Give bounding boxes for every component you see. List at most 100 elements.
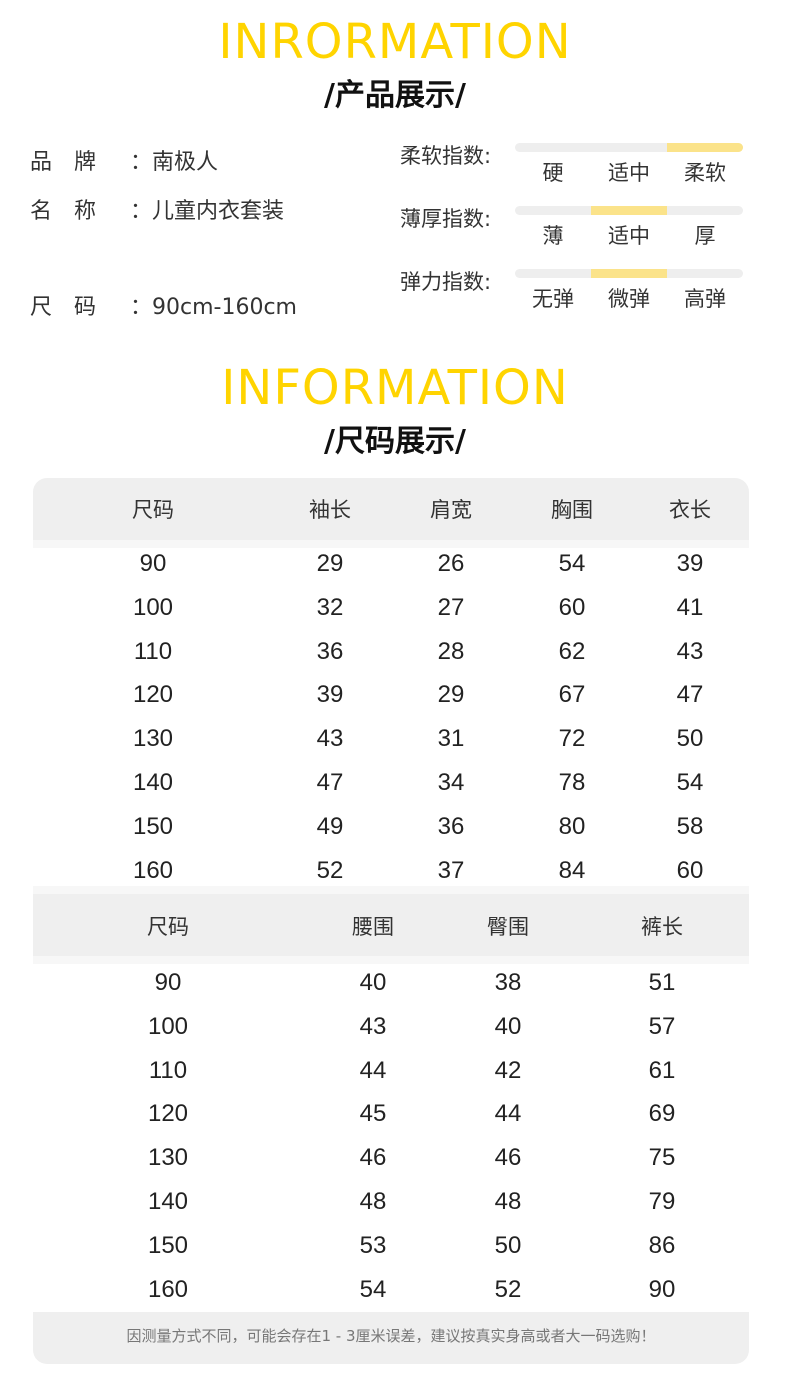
index-bar-segment	[667, 206, 743, 215]
table-cell: 43	[359, 1012, 387, 1040]
table-cell: 50	[676, 725, 704, 753]
table-cell: 36	[316, 637, 344, 665]
index-label: 柔软指数:	[400, 144, 492, 168]
index-label: 弹力指数:	[400, 270, 492, 294]
table-cell: 27	[437, 593, 465, 621]
column-header: 胸围	[551, 498, 593, 522]
table-cell: 100	[132, 593, 174, 621]
table-cell: 54	[676, 769, 704, 796]
index-option: 高弹	[684, 287, 726, 311]
table-cell: 60	[558, 593, 586, 621]
section-subtitle-product: /产品展示/	[324, 78, 466, 113]
footer-note: 因测量方式不同，可能会存在1 - 3厘米误差，建议按真实身高或者大一码选购！	[33, 1312, 749, 1364]
table-cell: 53	[359, 1231, 387, 1259]
table-cell: 29	[437, 681, 465, 709]
section-title-size: INFORMATION	[221, 360, 569, 416]
table-cell: 52	[316, 856, 344, 884]
index-option: 硬	[542, 161, 564, 185]
table-cell: 34	[437, 769, 465, 796]
divider	[33, 540, 749, 548]
table-cell: 36	[437, 812, 465, 840]
table-cell: 51	[648, 969, 676, 996]
section-subtitle-size: /尺码展示/	[324, 424, 466, 459]
index-bar-segment	[515, 143, 591, 152]
table-cell: 84	[558, 856, 586, 884]
table-cell: 52	[494, 1275, 522, 1303]
table-cell: 26	[437, 550, 465, 577]
divider	[33, 956, 749, 964]
table-cell: 100	[147, 1012, 189, 1040]
table-cell: 46	[494, 1144, 522, 1172]
column-header: 腰围	[352, 915, 394, 939]
table-cell: 47	[316, 769, 344, 796]
table-cell: 67	[558, 681, 586, 709]
table-cell: 160	[147, 1275, 189, 1303]
index-option: 柔软	[684, 161, 726, 185]
index-option: 适中	[608, 161, 650, 185]
table-cell: 110	[133, 637, 173, 665]
index-bar-segment	[591, 206, 667, 215]
index-bar	[515, 269, 743, 278]
table-cell: 37	[437, 856, 465, 884]
table-cell: 48	[359, 1188, 387, 1215]
column-header: 衣长	[669, 498, 711, 522]
index-bar-segment	[667, 269, 743, 278]
table-cell: 29	[316, 550, 344, 577]
table-cell: 40	[359, 969, 387, 996]
table-cell: 86	[648, 1231, 676, 1259]
table-cell: 90	[139, 550, 167, 577]
table-cell: 54	[359, 1275, 387, 1303]
table-cell: 61	[648, 1056, 676, 1084]
index-option: 微弹	[608, 287, 650, 311]
table-cell: 150	[132, 812, 174, 840]
index-bar	[515, 143, 743, 152]
table-cell: 90	[154, 969, 182, 996]
table-cell: 41	[676, 593, 704, 621]
column-header: 袖长	[309, 498, 351, 522]
index-options: 薄 适中 厚	[515, 220, 743, 250]
index-bar-segment	[591, 143, 667, 152]
table-cell: 110	[148, 1056, 188, 1084]
table-cell: 28	[437, 637, 465, 665]
table-cell: 50	[494, 1231, 522, 1259]
index-option: 适中	[608, 224, 650, 248]
index-option: 厚	[694, 224, 716, 248]
table-cell: 49	[316, 812, 344, 840]
table-cell: 120	[147, 1100, 189, 1128]
index-option: 薄	[542, 224, 564, 248]
table-cell: 32	[316, 593, 344, 621]
table-cell: 140	[147, 1188, 189, 1215]
index-bar-segment	[515, 206, 591, 215]
size-row: 尺码 ：90cm-160cm	[30, 295, 297, 320]
table-cell: 79	[648, 1188, 676, 1215]
bottom-table-header	[33, 894, 749, 956]
index-options: 硬 适中 柔软	[515, 157, 743, 187]
table-cell: 48	[494, 1188, 522, 1215]
name-row: 名称 ：儿童内衣套装	[30, 199, 285, 224]
table-cell: 80	[558, 812, 586, 840]
table-cell: 31	[437, 725, 465, 753]
table-cell: 160	[132, 856, 174, 884]
table-cell: 130	[147, 1144, 189, 1172]
table-cell: 42	[494, 1056, 522, 1084]
index-options: 无弹 微弹 高弹	[515, 283, 743, 313]
column-header: 裤长	[641, 915, 683, 939]
table-cell: 47	[676, 681, 704, 709]
brand-row: 品牌 ：南极人	[30, 150, 219, 175]
table-cell: 43	[316, 725, 344, 753]
index-bar	[515, 206, 743, 215]
index-option: 无弹	[532, 287, 574, 311]
table-cell: 45	[359, 1100, 387, 1128]
table-cell: 140	[132, 769, 174, 796]
table-cell: 72	[558, 725, 586, 753]
table-cell: 58	[676, 812, 704, 840]
column-header: 肩宽	[430, 498, 472, 522]
table-cell: 38	[494, 969, 522, 996]
table-cell: 44	[359, 1056, 387, 1084]
table-cell: 40	[494, 1012, 522, 1040]
table-cell: 120	[132, 681, 174, 709]
table-cell: 62	[558, 637, 586, 665]
column-header: 尺码	[132, 498, 174, 522]
table-cell: 57	[648, 1012, 676, 1040]
table-cell: 69	[648, 1100, 676, 1128]
